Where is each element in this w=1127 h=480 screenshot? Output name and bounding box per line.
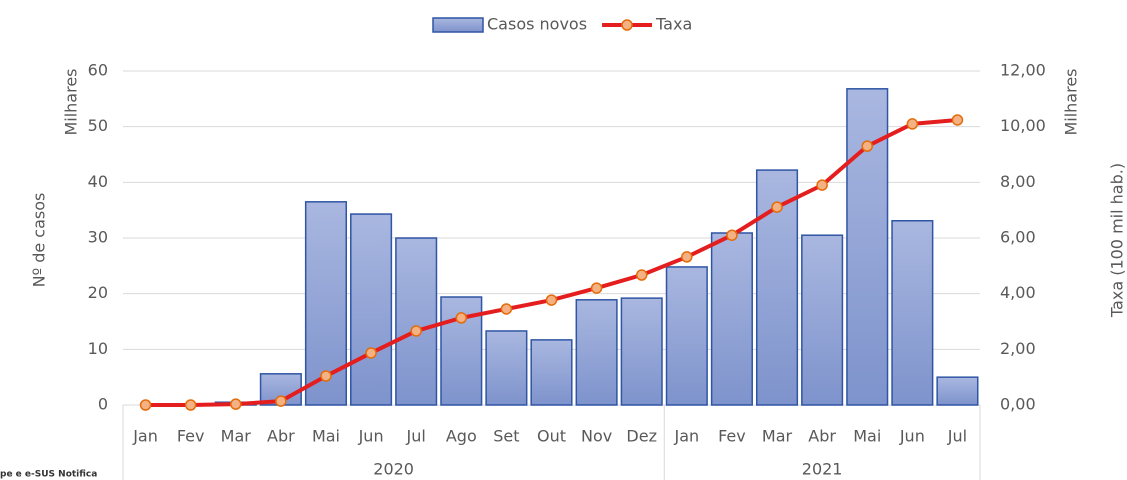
x-tick-label: Jun [358, 427, 384, 446]
legend-label: Casos novos [487, 15, 587, 34]
y-axis-label: Nº de casos [30, 193, 49, 288]
bar [575, 299, 618, 406]
line-marker [681, 251, 693, 263]
y-axis-unit: Milhares [62, 68, 81, 135]
bar [846, 88, 889, 406]
line-marker [906, 118, 919, 130]
y-tick-label: 60 [88, 61, 108, 80]
line-marker [545, 294, 558, 306]
y2-axis-unit: Milhares [1062, 68, 1081, 135]
x-tick-label: Mai [853, 427, 881, 446]
y-tick-label: 0 [98, 395, 108, 414]
bar [350, 213, 393, 406]
y2-tick-label: 4,00 [1000, 283, 1036, 302]
line-marker [816, 179, 828, 191]
y-tick-label: 30 [88, 228, 108, 247]
legend-label: Taxa [655, 15, 692, 34]
x-tick-label: Out [537, 427, 566, 446]
x-tick-label: Jun [899, 427, 925, 446]
line-marker [590, 282, 603, 294]
bar [620, 297, 663, 406]
y2-tick-label: 12,00 [1000, 61, 1046, 80]
x-tick-label: Dez [626, 427, 657, 446]
bar [665, 266, 708, 406]
y2-tick-label: 10,00 [1000, 116, 1046, 135]
x-tick-label: Mai [312, 427, 340, 446]
bar [530, 339, 573, 406]
bar [936, 376, 979, 406]
line-marker [455, 312, 468, 324]
y2-tick-label: 8,00 [1000, 172, 1036, 191]
line-marker [365, 347, 377, 359]
line-marker [861, 140, 873, 152]
x-group-label: 2021 [802, 460, 843, 479]
y2-axis-label: Taxa (100 mil hab.) [1108, 163, 1127, 318]
x-tick-label: Mar [221, 427, 252, 446]
x-tick-label: Abr [808, 427, 836, 446]
line-marker [230, 398, 242, 410]
y2-tick-label: 6,00 [1000, 228, 1036, 247]
y-tick-label: 40 [88, 172, 108, 191]
line-marker [320, 370, 332, 382]
x-tick-label: Jan [132, 427, 158, 446]
x-tick-label: Fev [718, 427, 746, 446]
x-tick-label: Jul [406, 427, 426, 446]
bar [485, 330, 528, 406]
line-marker [139, 399, 152, 411]
line-marker [184, 399, 197, 411]
x-tick-label: Abr [267, 427, 295, 446]
line-marker [635, 269, 648, 281]
legend-swatch [432, 17, 484, 33]
x-tick-label: Jan [673, 427, 699, 446]
y2-tick-label: 0,00 [1000, 395, 1036, 414]
line-marker [726, 229, 738, 241]
x-tick-label: Jul [947, 427, 967, 446]
x-tick-label: Ago [446, 427, 477, 446]
legend-marker [621, 19, 633, 31]
x-tick-label: Fev [177, 427, 205, 446]
line-marker [771, 201, 783, 213]
x-tick-label: Mar [762, 427, 793, 446]
bar [395, 237, 438, 406]
y-tick-label: 50 [88, 116, 108, 135]
line-marker [951, 114, 964, 126]
y-tick-label: 10 [88, 339, 108, 358]
x-tick-label: Nov [581, 427, 612, 446]
line-marker [275, 395, 287, 407]
y2-tick-label: 2,00 [1000, 339, 1036, 358]
bar [891, 219, 934, 406]
y-tick-label: 20 [88, 283, 108, 302]
line-marker [410, 325, 422, 337]
bar [710, 232, 753, 406]
x-tick-label: Set [493, 427, 519, 446]
source-note: pe e e-SUS Notifica [0, 470, 97, 480]
x-group-label: 2020 [373, 460, 414, 479]
line-marker [500, 303, 513, 315]
bar [801, 234, 844, 406]
